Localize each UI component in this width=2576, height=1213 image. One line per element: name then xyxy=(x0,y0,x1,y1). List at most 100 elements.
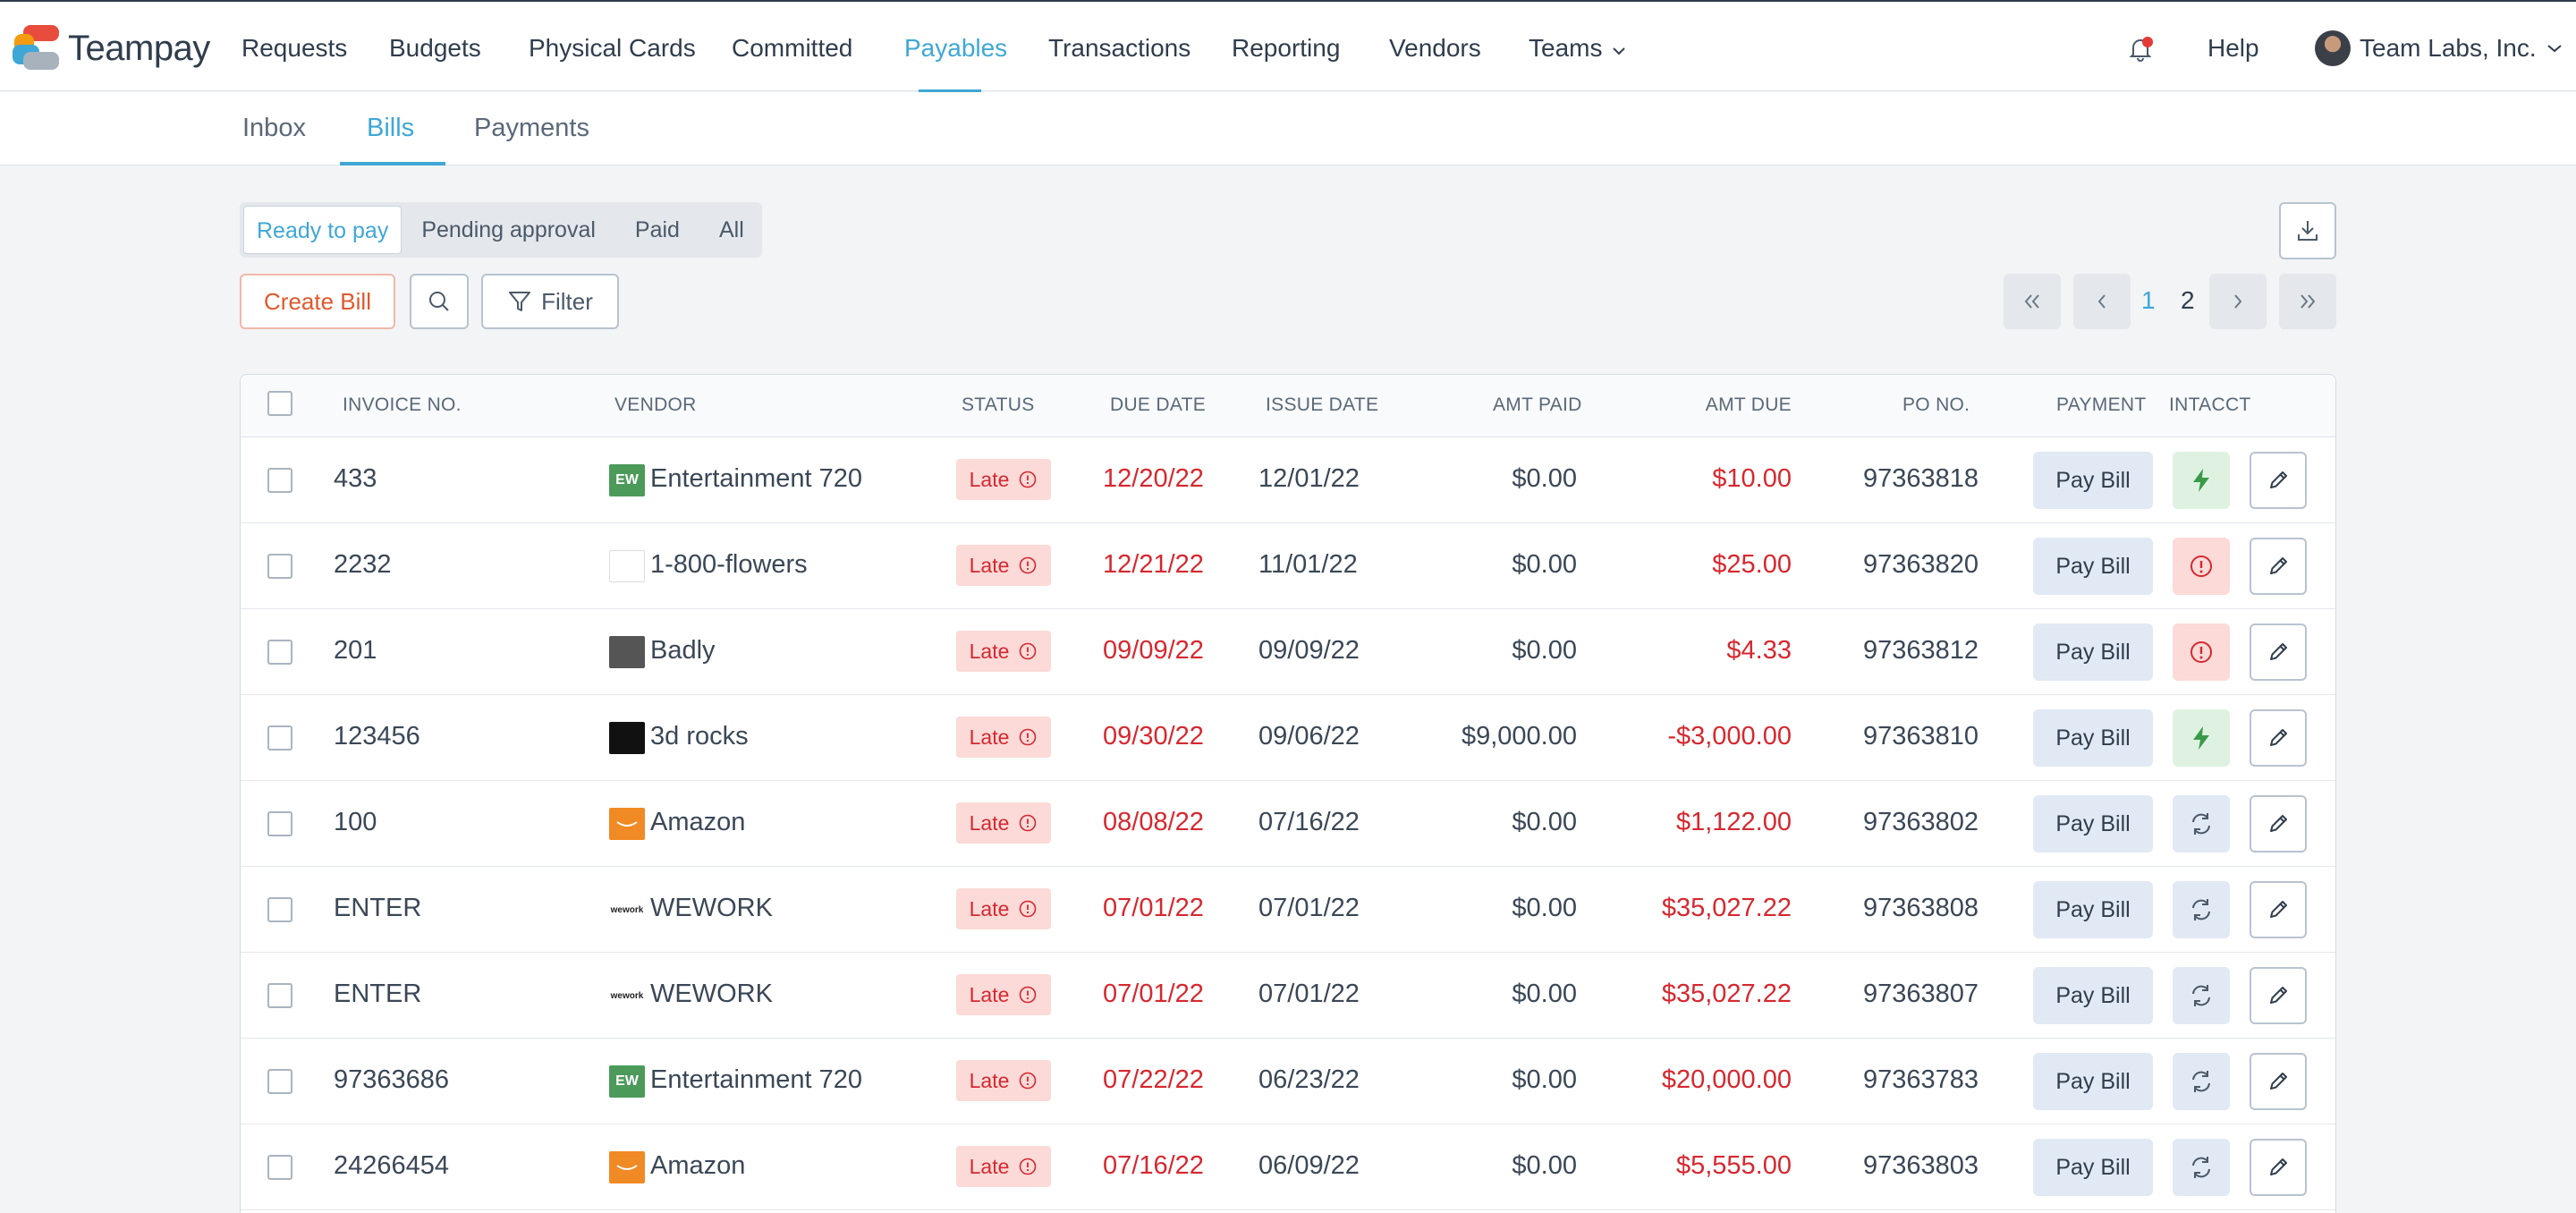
pay-bill-button[interactable]: Pay Bill xyxy=(2033,709,2153,767)
vendor-name[interactable]: Badly xyxy=(650,636,716,665)
table-row[interactable]: 123456 3d rocks Late 09/30/22 09/06/22 $9,000… xyxy=(241,695,2335,781)
table-row[interactable]: 24266454 Amazon Late 07/16/22 06/09/22 $0.00 $… xyxy=(241,1124,2335,1210)
intacct-status-button[interactable] xyxy=(2173,1053,2230,1110)
intacct-status-button[interactable] xyxy=(2173,967,2230,1024)
intacct-status-button[interactable] xyxy=(2173,452,2230,509)
vendor-name[interactable]: 3d rocks xyxy=(650,722,749,751)
col-vendor[interactable]: VENDOR xyxy=(614,394,697,415)
nav-transactions[interactable]: Transactions xyxy=(1048,34,1191,62)
table-row[interactable]: ENTER wework WEWORK Late 07/01/22 07/01/22 $0.… xyxy=(241,953,2335,1039)
page-2[interactable]: 2 xyxy=(2181,286,2195,314)
row-checkbox[interactable] xyxy=(267,811,292,836)
invoice-number[interactable]: 24266454 xyxy=(334,1151,450,1180)
edit-button[interactable] xyxy=(2250,1053,2307,1110)
nav-reporting[interactable]: Reporting xyxy=(1232,34,1341,62)
nav-physical-cards[interactable]: Physical Cards xyxy=(529,34,696,62)
row-checkbox[interactable] xyxy=(267,468,292,493)
tab-inbox[interactable]: Inbox xyxy=(242,114,306,142)
pay-bill-button[interactable]: Pay Bill xyxy=(2033,967,2153,1024)
page-1[interactable]: 1 xyxy=(2141,286,2156,314)
filter-button[interactable]: Filter xyxy=(481,274,619,329)
nav-payables[interactable]: Payables xyxy=(904,34,1008,62)
edit-button[interactable] xyxy=(2250,967,2307,1024)
edit-button[interactable] xyxy=(2250,709,2307,767)
intacct-status-button[interactable] xyxy=(2173,881,2230,938)
nav-budgets[interactable]: Budgets xyxy=(389,34,481,62)
pay-bill-button[interactable]: Pay Bill xyxy=(2033,795,2153,852)
vendor-name[interactable]: Amazon xyxy=(650,808,746,836)
teampay-logo[interactable]: Teampay xyxy=(11,25,210,72)
tab-payments[interactable]: Payments xyxy=(474,114,589,142)
invoice-number[interactable]: 201 xyxy=(334,636,377,665)
vendor-name[interactable]: WEWORK xyxy=(650,894,773,922)
nav-committed[interactable]: Committed xyxy=(732,34,853,62)
nav-teams[interactable]: Teams xyxy=(1529,34,1627,63)
vendor-name[interactable]: WEWORK xyxy=(650,980,773,1008)
pay-bill-button[interactable]: Pay Bill xyxy=(2033,1053,2153,1110)
pay-bill-button[interactable]: Pay Bill xyxy=(2033,1139,2153,1196)
pay-bill-button[interactable]: Pay Bill xyxy=(2033,881,2153,938)
filter-pending-approval[interactable]: Pending approval xyxy=(421,217,596,242)
invoice-number[interactable]: ENTER xyxy=(334,980,422,1008)
edit-button[interactable] xyxy=(2250,452,2307,509)
table-row[interactable]: 433 EW Entertainment 720 Late 12/20/22 12/01/… xyxy=(241,437,2335,523)
vendor-name[interactable]: 1-800-flowers xyxy=(650,550,808,579)
intacct-status-button[interactable] xyxy=(2173,1139,2230,1196)
nav-vendors[interactable]: Vendors xyxy=(1389,34,1481,62)
pay-bill-button[interactable]: Pay Bill xyxy=(2033,452,2153,509)
col-amt-due[interactable]: AMT DUE xyxy=(1705,394,1792,415)
invoice-number[interactable]: 433 xyxy=(334,464,377,493)
intacct-status-button[interactable] xyxy=(2173,709,2230,767)
table-row[interactable]: ENTER wework WEWORK Late 07/01/22 07/01/22 $0.… xyxy=(241,867,2335,953)
account-menu[interactable]: Team Labs, Inc. xyxy=(2315,30,2563,66)
col-status[interactable]: STATUS xyxy=(962,394,1035,415)
filter-ready-to-pay[interactable]: Ready to pay xyxy=(243,206,402,254)
vendor-name[interactable]: Entertainment 720 xyxy=(650,1065,862,1094)
table-row[interactable]: 100 Amazon Late 08/08/22 07/16/22 $0.00 $1,122… xyxy=(241,781,2335,867)
filter-all[interactable]: All xyxy=(718,217,744,242)
select-all-checkbox[interactable] xyxy=(267,391,292,416)
invoice-number[interactable]: ENTER xyxy=(334,894,422,922)
invoice-number[interactable]: 123456 xyxy=(334,722,420,751)
intacct-status-button[interactable] xyxy=(2173,795,2230,852)
edit-button[interactable] xyxy=(2250,881,2307,938)
next-page-button[interactable] xyxy=(2209,274,2267,329)
intacct-status-button[interactable] xyxy=(2173,623,2230,681)
vendor-name[interactable]: Entertainment 720 xyxy=(650,464,862,493)
pay-bill-button[interactable]: Pay Bill xyxy=(2033,538,2153,595)
edit-button[interactable] xyxy=(2250,1139,2307,1196)
pay-bill-button[interactable]: Pay Bill xyxy=(2033,623,2153,681)
tab-bills[interactable]: Bills xyxy=(367,114,415,142)
search-button[interactable] xyxy=(410,274,469,329)
invoice-number[interactable]: 2232 xyxy=(334,550,392,579)
row-checkbox[interactable] xyxy=(267,983,292,1008)
table-row[interactable]: 97363686 EW Entertainment 720 Late 07/22/22 0… xyxy=(241,1039,2335,1124)
row-checkbox[interactable] xyxy=(267,897,292,922)
col-issue-date[interactable]: ISSUE DATE xyxy=(1266,394,1379,415)
col-po-no[interactable]: PO NO. xyxy=(1902,394,1970,415)
row-checkbox[interactable] xyxy=(267,1155,292,1180)
invoice-number[interactable]: 100 xyxy=(334,808,377,836)
vendor-name[interactable]: Amazon xyxy=(650,1151,746,1180)
edit-button[interactable] xyxy=(2250,623,2307,681)
col-amt-paid[interactable]: AMT PAID xyxy=(1493,394,1582,415)
bell-icon[interactable] xyxy=(2127,36,2154,63)
row-checkbox[interactable] xyxy=(267,554,292,579)
create-bill-button[interactable]: Create Bill xyxy=(240,274,395,329)
first-page-button[interactable] xyxy=(2004,274,2061,329)
invoice-number[interactable]: 97363686 xyxy=(334,1065,450,1094)
row-checkbox[interactable] xyxy=(267,1069,292,1094)
help-link[interactable]: Help xyxy=(2207,34,2259,62)
prev-page-button[interactable] xyxy=(2073,274,2131,329)
edit-button[interactable] xyxy=(2250,795,2307,852)
table-row[interactable]: 201 Badly Late 09/09/22 09/09/22 $0.00 $4.33 97… xyxy=(241,609,2335,695)
col-due-date[interactable]: DUE DATE xyxy=(1110,394,1207,415)
nav-requests[interactable]: Requests xyxy=(242,34,348,62)
filter-paid[interactable]: Paid xyxy=(634,217,680,242)
row-checkbox[interactable] xyxy=(267,725,292,751)
edit-button[interactable] xyxy=(2250,538,2307,595)
row-checkbox[interactable] xyxy=(267,640,292,665)
col-invoice[interactable]: INVOICE NO. xyxy=(343,394,462,415)
table-row[interactable]: 2232 1-800-flowers Late 12/21/22 11/01/22 $0.… xyxy=(241,523,2335,609)
last-page-button[interactable] xyxy=(2279,274,2336,329)
